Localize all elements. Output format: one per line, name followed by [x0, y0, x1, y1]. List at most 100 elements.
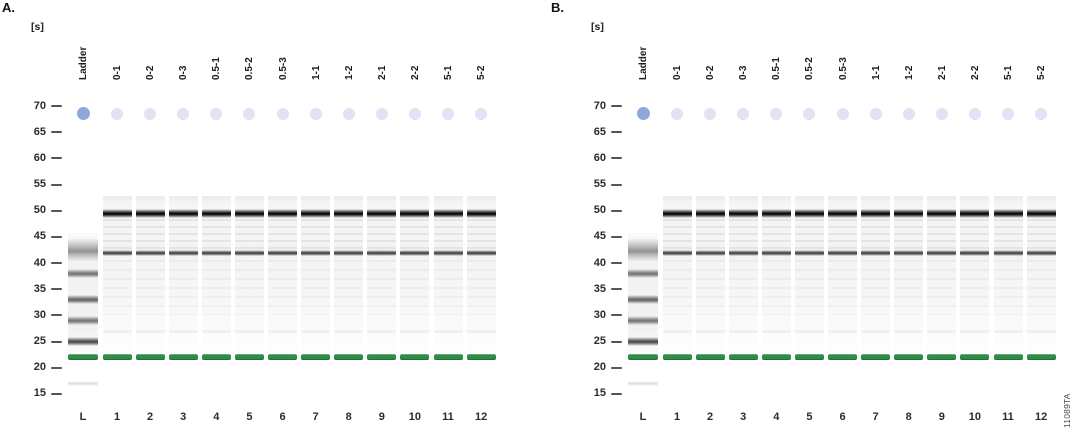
- upper-marker-dot: [803, 107, 816, 120]
- lane-label: 1-2: [903, 65, 915, 80]
- axis-tick-label: 15: [593, 387, 606, 400]
- lane-label: 0.5-3: [277, 57, 289, 80]
- gel-lane-striations: [135, 260, 165, 315]
- upper-marker-dot: [935, 107, 948, 120]
- gel-band: [68, 381, 98, 386]
- axis-tick-label: 35: [33, 282, 46, 295]
- gel-band: [993, 249, 1023, 256]
- gel-lane-striations: [993, 219, 1023, 251]
- gel-lane-striations: [234, 219, 264, 251]
- gel-band: [628, 316, 658, 326]
- gel-lane-striations: [234, 260, 264, 315]
- gel-lane-striations: [695, 330, 725, 333]
- gel-lane-background: [662, 196, 692, 356]
- axis-tick-mark: [51, 314, 62, 317]
- lower-marker-band: [234, 354, 264, 361]
- gel-lane-striations: [301, 260, 331, 315]
- gel-lane-striations: [301, 330, 331, 333]
- lower-marker-band: [168, 354, 198, 361]
- gel-lane-striations: [433, 260, 463, 315]
- gel-lane-striations: [334, 260, 364, 315]
- upper-marker-dot: [704, 107, 717, 120]
- gel-lane-striations: [433, 219, 463, 251]
- gel-lane-background: [1026, 196, 1056, 356]
- gel-lane-background: [135, 196, 165, 356]
- gel-lane-striations: [662, 260, 692, 315]
- axis-tick-label: 70: [593, 99, 606, 112]
- lane-number: L: [639, 411, 647, 423]
- gel-lane-striations: [662, 330, 692, 333]
- gel-lane-background: [861, 196, 891, 356]
- gel-lane-striations: [102, 330, 132, 333]
- gel-lane-striations: [201, 219, 231, 251]
- axis-tick-label: 65: [593, 125, 606, 138]
- lane-number: 8: [905, 411, 912, 423]
- lane-label: Ladder: [638, 46, 649, 80]
- lane-number: 3: [180, 411, 187, 423]
- lane-label: 2-2: [969, 65, 981, 80]
- upper-marker-dot: [243, 107, 256, 120]
- gel-band: [466, 208, 496, 218]
- gel-band: [894, 208, 924, 218]
- upper-marker-dot: [177, 107, 190, 120]
- upper-marker-dot: [342, 107, 355, 120]
- gel-lane-background: [201, 196, 231, 356]
- lane-number: 3: [740, 411, 747, 423]
- gel-lane-background: [628, 233, 658, 355]
- lower-marker-band: [960, 354, 990, 361]
- gel-band: [168, 208, 198, 218]
- axis-tick-mark: [51, 340, 62, 343]
- upper-marker-dot: [375, 107, 388, 120]
- axis-tick-mark: [51, 131, 62, 134]
- lane-number: 2: [147, 411, 154, 423]
- gel-lane-striations: [433, 330, 463, 333]
- lane-number: 11: [442, 411, 454, 423]
- gel-lane-background: [168, 196, 198, 356]
- gel-band: [367, 208, 397, 218]
- gel-band: [894, 249, 924, 256]
- gel-band: [334, 249, 364, 256]
- lane-number: 5: [806, 411, 813, 423]
- lane-label: 5-1: [1003, 65, 1014, 80]
- gel-band: [662, 249, 692, 256]
- lower-marker-band: [794, 354, 824, 361]
- gel-lane-striations: [201, 330, 231, 333]
- lane-label: 0.5-1: [211, 57, 223, 80]
- axis-tick-label: 20: [33, 361, 46, 374]
- upper-marker-dot: [475, 107, 488, 120]
- gel-band: [828, 249, 857, 256]
- gel-band: [628, 337, 658, 347]
- gel-lane-striations: [367, 260, 397, 315]
- axis-tick-label: 60: [33, 151, 46, 164]
- lower-marker-band: [728, 354, 758, 361]
- gel-lane-striations: [728, 219, 758, 251]
- gel-lane-striations: [695, 260, 725, 315]
- axis-tick-mark: [51, 157, 62, 160]
- gel-lane-striations: [794, 330, 824, 333]
- gel-lane-background: [761, 196, 791, 356]
- gel-band: [662, 208, 692, 218]
- gel-lane-background: [927, 196, 957, 356]
- gel-lane-striations: [894, 219, 924, 251]
- lane-label: 1-1: [310, 65, 322, 80]
- gel-lane-background: [68, 233, 98, 355]
- axis-tick-label: 50: [593, 204, 606, 217]
- lane-label: 2-1: [376, 65, 388, 80]
- upper-marker-dot: [836, 107, 849, 120]
- gel-lane-background: [695, 196, 725, 356]
- gel-band: [301, 208, 331, 218]
- gel-lane-striations: [828, 260, 857, 315]
- gel-lane-background: [993, 196, 1023, 356]
- gel-band: [861, 249, 891, 256]
- gel-band: [628, 269, 658, 279]
- gel-band: [68, 269, 98, 279]
- gel-lane-background: [728, 196, 758, 356]
- axis-tick-mark: [51, 262, 62, 265]
- gel-band: [927, 249, 957, 256]
- lane-number: 5: [246, 411, 253, 423]
- gel-lane-striations: [168, 260, 198, 315]
- gel-band: [367, 249, 397, 256]
- gel-lane-striations: [234, 330, 264, 333]
- gel-band: [400, 208, 430, 218]
